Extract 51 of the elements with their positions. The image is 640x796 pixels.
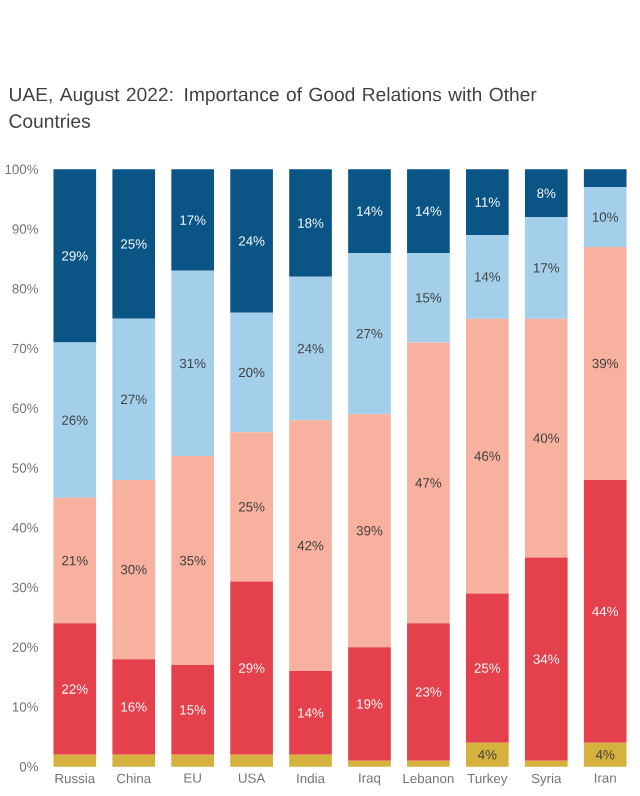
bar: [583, 169, 627, 188]
bar: [53, 623, 97, 755]
chart-title: UAE, August 2022: Importance of Good Relations with Other Countries: [9, 87, 537, 128]
bar: [466, 235, 509, 319]
bar: [407, 169, 450, 253]
bar: [524, 760, 568, 767]
bar: [466, 742, 509, 767]
bar: [230, 312, 273, 433]
bar: [289, 276, 332, 421]
bar: [112, 659, 156, 755]
bar: [171, 270, 214, 457]
bar: [466, 169, 509, 236]
bar: [348, 760, 391, 767]
bar: [53, 754, 97, 767]
bar: [524, 318, 568, 558]
bar: [230, 432, 273, 582]
bar: [466, 318, 509, 594]
bar: [466, 593, 509, 743]
bar: [583, 246, 627, 480]
bar: [289, 671, 332, 755]
bar: [348, 414, 391, 648]
bar: [348, 169, 391, 253]
bar: [524, 169, 568, 218]
bar: [53, 497, 97, 624]
bar: [348, 252, 391, 415]
bar: [112, 479, 156, 660]
bar: [524, 217, 568, 319]
bar: [583, 479, 627, 743]
bar: [230, 581, 273, 755]
bar: [171, 169, 214, 271]
bar: [171, 754, 214, 767]
bar: [348, 647, 391, 761]
bar: [112, 318, 156, 480]
bar: [171, 456, 214, 666]
bar: [112, 169, 156, 319]
bar: [524, 557, 568, 761]
bar: [230, 754, 273, 767]
bar: [53, 169, 97, 343]
bar: [407, 760, 450, 767]
bar: [112, 754, 156, 767]
bar: [407, 623, 450, 761]
bar: [289, 420, 332, 672]
bar: [171, 665, 214, 755]
bar: [407, 252, 450, 343]
bar: [407, 342, 450, 624]
bar: [583, 187, 627, 247]
bar: [230, 169, 273, 313]
bar: [289, 754, 332, 767]
bar: [583, 742, 627, 767]
bar: [289, 169, 332, 277]
bar: [53, 342, 97, 498]
